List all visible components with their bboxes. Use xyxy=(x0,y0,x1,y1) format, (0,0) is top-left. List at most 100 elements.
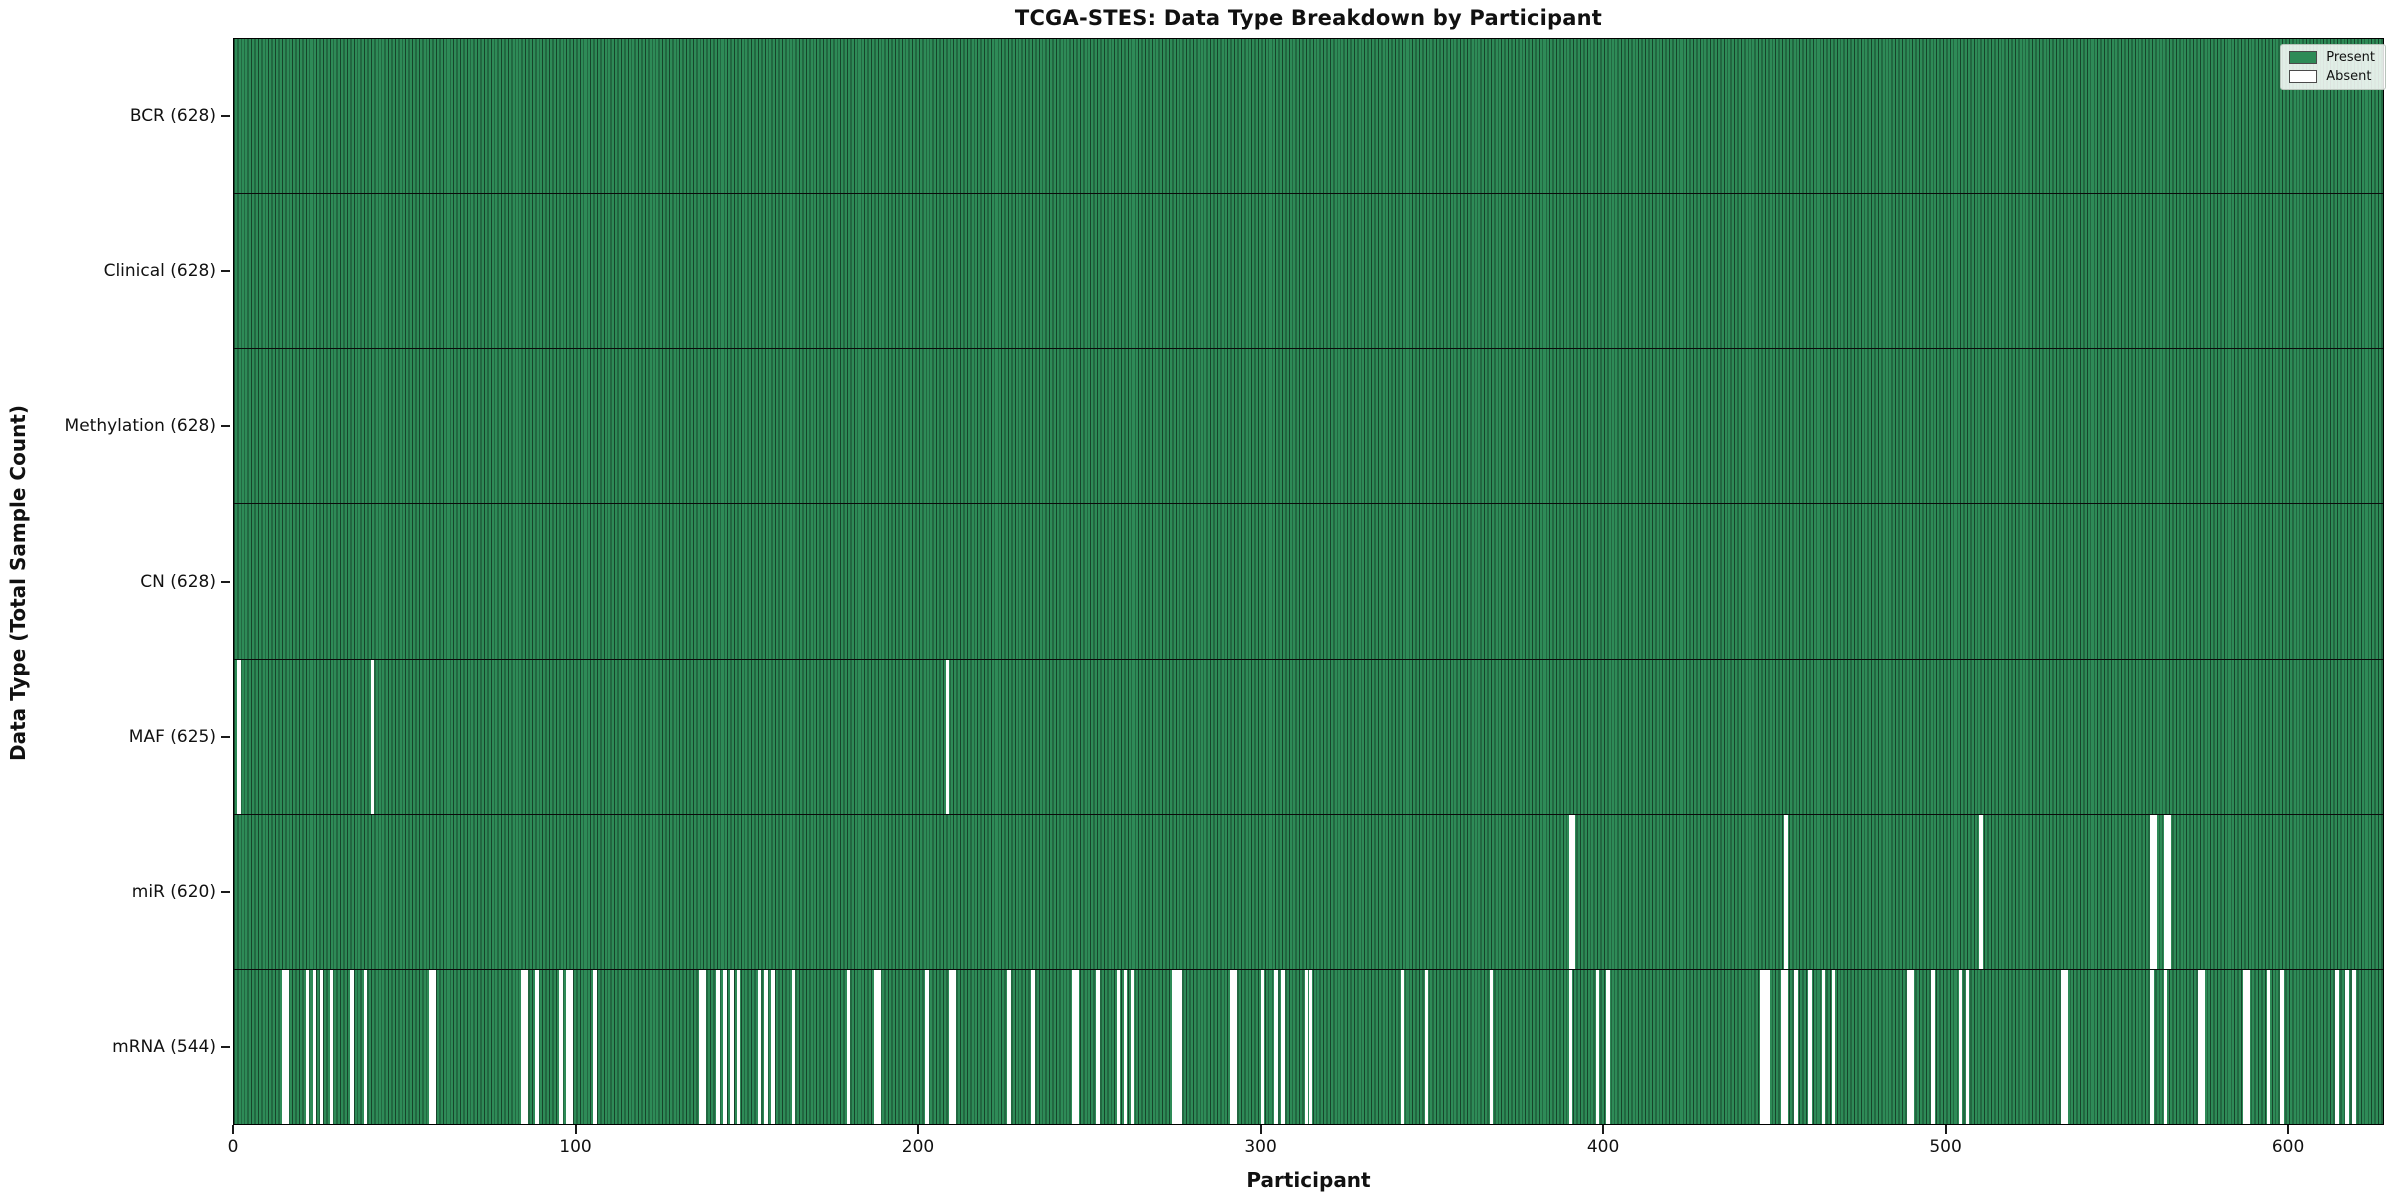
data-row-clinical xyxy=(234,194,2383,350)
absent-gap xyxy=(2064,969,2069,1124)
absent-gap xyxy=(319,969,323,1124)
data-row-methylation xyxy=(234,349,2383,505)
absent-gap xyxy=(281,969,286,1124)
y-tick-label-clinical: Clinical (628) xyxy=(103,260,216,281)
absent-gap xyxy=(1178,969,1182,1124)
absent-gap xyxy=(1568,814,1572,969)
absent-gap xyxy=(2266,969,2271,1124)
absent-gap xyxy=(737,969,741,1124)
y-tick-mark xyxy=(221,580,230,583)
absent-gap xyxy=(846,969,850,1124)
absent-gap xyxy=(949,969,953,1124)
absent-gap xyxy=(2167,814,2171,969)
absent-gap xyxy=(1763,969,1768,1124)
absent-gap xyxy=(524,969,529,1124)
absent-gap xyxy=(2198,969,2202,1124)
absent-gap xyxy=(2163,969,2168,1124)
absent-gap xyxy=(565,969,570,1124)
absent-gap xyxy=(1910,969,1915,1124)
y-tick-mark xyxy=(221,425,230,428)
absent-gap xyxy=(1568,969,1572,1124)
absent-swatch-icon xyxy=(2289,70,2318,83)
absent-gap xyxy=(305,969,310,1124)
legend-entry-present: Present xyxy=(2289,51,2375,64)
absent-gap xyxy=(1096,969,1100,1124)
absent-gap xyxy=(1760,969,1764,1124)
absent-gap xyxy=(432,969,436,1124)
absent-gap xyxy=(1130,969,1134,1124)
y-tick-mark xyxy=(221,891,230,894)
absent-gap xyxy=(764,969,768,1124)
absent-gap xyxy=(535,969,539,1124)
absent-gap xyxy=(370,659,375,814)
absent-gap xyxy=(2352,969,2356,1124)
absent-gap xyxy=(1832,969,1836,1124)
absent-gap xyxy=(1784,969,1788,1124)
y-tick-label-bcr: BCR (628) xyxy=(129,105,216,126)
absent-gap xyxy=(559,969,563,1124)
absent-gap xyxy=(1958,969,1963,1124)
chart-title: TCGA-STES: Data Type Breakdown by Partic… xyxy=(1014,6,1603,30)
absent-gap xyxy=(1606,969,1610,1124)
y-tick-label-mir: miR (620) xyxy=(131,882,216,903)
y-tick-mark xyxy=(221,114,230,117)
absent-gap xyxy=(521,969,525,1124)
y-tick-labels: BCR (628) Clinical (628) Methylation (628)… xyxy=(0,38,230,1125)
absent-gap xyxy=(2153,814,2158,969)
absent-gap xyxy=(1595,969,1600,1124)
absent-gap xyxy=(1424,969,1429,1124)
absent-gap xyxy=(364,969,368,1124)
absent-gap xyxy=(1965,969,1969,1124)
absent-gap xyxy=(1794,969,1798,1124)
legend: Present Absent xyxy=(2280,44,2386,90)
absent-gap xyxy=(1931,969,1935,1124)
absent-gap xyxy=(2201,969,2206,1124)
absent-gap xyxy=(429,969,433,1124)
absent-gap xyxy=(771,969,775,1124)
y-tick-label-methylation: Methylation (628) xyxy=(64,416,216,437)
absent-gap xyxy=(1780,969,1785,1124)
absent-gap xyxy=(2150,969,2154,1124)
absent-gap xyxy=(716,969,720,1124)
absent-gap xyxy=(329,969,334,1124)
absent-gap xyxy=(285,969,289,1124)
absent-gap xyxy=(1260,969,1264,1124)
absent-gap xyxy=(1075,969,1080,1124)
x-axis-label: Participant xyxy=(1246,1168,1371,1192)
x-tick-mark xyxy=(2287,1125,2290,1134)
absent-gap xyxy=(1233,969,1237,1124)
absent-gap xyxy=(1571,814,1576,969)
x-tick-label-300: 300 xyxy=(1244,1137,1277,1157)
absent-gap xyxy=(237,659,241,814)
data-row-maf xyxy=(234,659,2383,815)
absent-gap xyxy=(2246,969,2250,1124)
plot-area xyxy=(233,38,2384,1125)
absent-gap xyxy=(1784,814,1788,969)
absent-gap xyxy=(873,969,878,1124)
data-row-bcr xyxy=(234,39,2383,195)
legend-entry-absent: Absent xyxy=(2289,70,2375,83)
absent-gap xyxy=(1175,969,1179,1124)
x-tick-label-400: 400 xyxy=(1586,1137,1620,1157)
data-row-cn xyxy=(234,504,2383,660)
absent-gap xyxy=(1072,969,1076,1124)
x-tick-mark xyxy=(1602,1125,1605,1134)
absent-gap xyxy=(1116,969,1121,1124)
absent-gap xyxy=(1979,814,1983,969)
data-row-mrna xyxy=(234,969,2383,1124)
absent-gap xyxy=(1031,969,1035,1124)
absent-gap xyxy=(312,969,317,1124)
legend-present-label: Present xyxy=(2326,50,2375,65)
y-tick-label-cn: CN (628) xyxy=(140,571,216,592)
x-tick-label-200: 200 xyxy=(901,1137,935,1157)
x-tick-label-600: 600 xyxy=(2271,1137,2305,1157)
legend-absent-label: Absent xyxy=(2326,69,2372,84)
absent-gap xyxy=(730,969,734,1124)
x-tick-mark xyxy=(232,1125,234,1134)
absent-gap xyxy=(2280,969,2284,1124)
absent-gap xyxy=(2150,814,2154,969)
absent-gap xyxy=(2242,969,2247,1124)
absent-gap xyxy=(2163,814,2168,969)
absent-gap xyxy=(1489,969,1494,1124)
